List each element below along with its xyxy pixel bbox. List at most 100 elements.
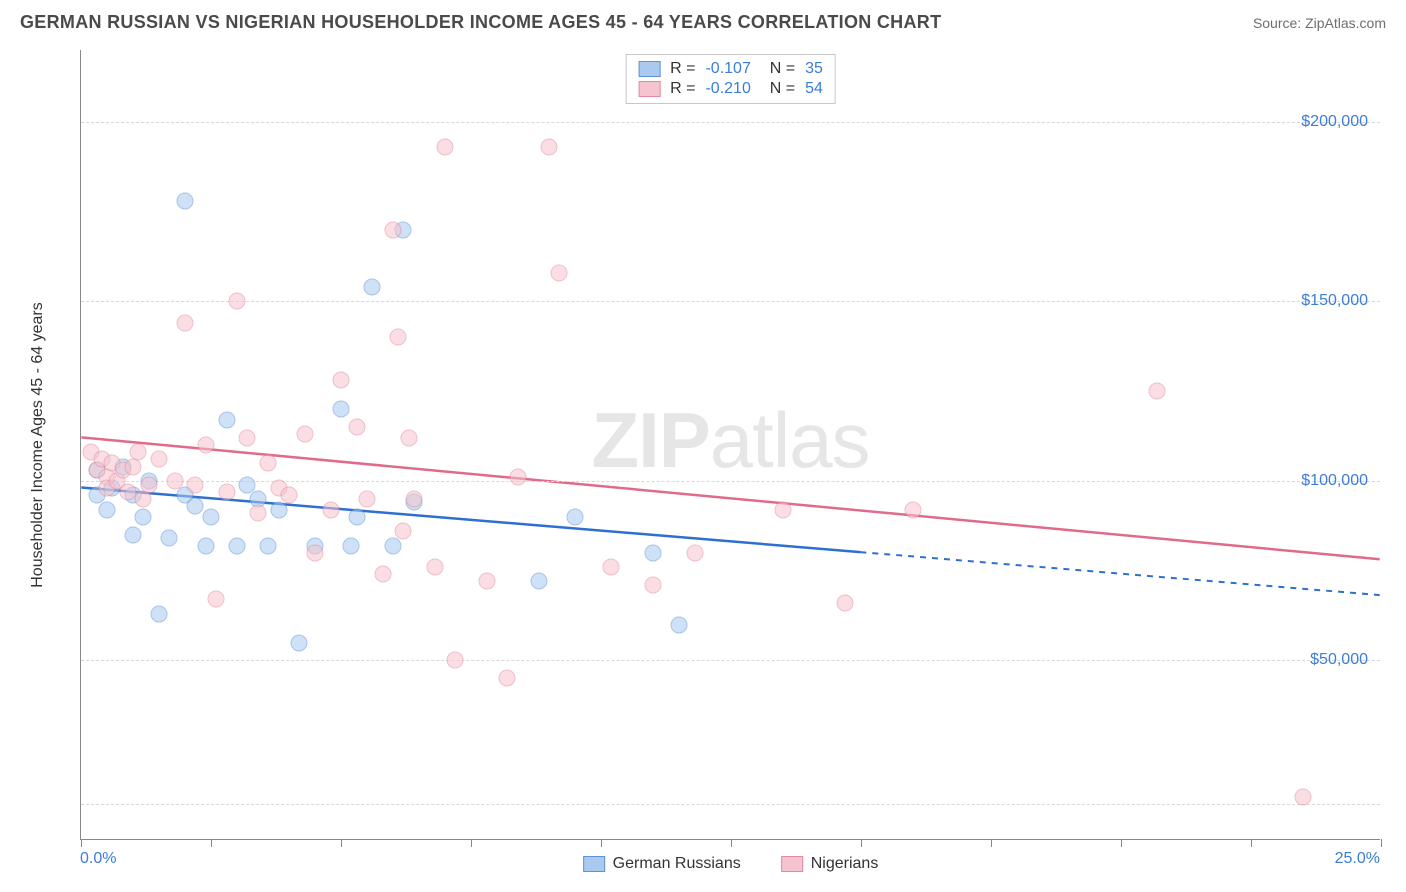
data-point [260, 537, 277, 554]
data-point [400, 429, 417, 446]
x-tick [731, 839, 732, 847]
data-point [239, 429, 256, 446]
chart-header: GERMAN RUSSIAN VS NIGERIAN HOUSEHOLDER I… [0, 0, 1406, 41]
data-point [775, 501, 792, 518]
data-point [151, 451, 168, 468]
x-tick [471, 839, 472, 847]
data-point [530, 573, 547, 590]
data-point [364, 279, 381, 296]
x-tick [1121, 839, 1122, 847]
x-tick [211, 839, 212, 847]
data-point [208, 591, 225, 608]
data-point [218, 483, 235, 500]
x-tick [991, 839, 992, 847]
data-point [119, 483, 136, 500]
y-axis-title: Householder Income Ages 45 - 64 years [29, 302, 47, 588]
data-point [203, 508, 220, 525]
data-point [567, 508, 584, 525]
data-point [405, 490, 422, 507]
plot-area: ZIPatlas R = -0.107 N = 35 R = -0.210 N … [80, 50, 1380, 840]
data-point [291, 634, 308, 651]
chart-source: Source: ZipAtlas.com [1253, 15, 1386, 31]
data-point [686, 544, 703, 561]
data-point [187, 498, 204, 515]
data-point [140, 476, 157, 493]
data-point [135, 508, 152, 525]
data-point [249, 505, 266, 522]
data-point [374, 566, 391, 583]
y-tick-label: $100,000 [1301, 472, 1368, 490]
data-point [270, 501, 287, 518]
gridline [81, 301, 1380, 302]
data-point [1295, 788, 1312, 805]
data-point [603, 559, 620, 576]
data-point [229, 293, 246, 310]
data-point [509, 469, 526, 486]
data-point [307, 544, 324, 561]
gridline [81, 122, 1380, 123]
data-point [229, 537, 246, 554]
data-point [645, 577, 662, 594]
x-axis-max-label: 25.0% [1335, 850, 1380, 868]
data-point [151, 605, 168, 622]
data-point [177, 314, 194, 331]
data-point [99, 501, 116, 518]
data-point [837, 595, 854, 612]
data-point [426, 559, 443, 576]
data-point [395, 523, 412, 540]
data-point [166, 472, 183, 489]
chart-title: GERMAN RUSSIAN VS NIGERIAN HOUSEHOLDER I… [20, 12, 941, 33]
data-point [161, 530, 178, 547]
data-point [541, 138, 558, 155]
y-tick-label: $150,000 [1301, 292, 1368, 310]
data-point [218, 411, 235, 428]
data-point [281, 487, 298, 504]
x-tick [1381, 839, 1382, 847]
data-point [177, 192, 194, 209]
gridline [81, 660, 1380, 661]
legend-swatch-nigerians [781, 856, 803, 872]
data-point [385, 221, 402, 238]
data-point [551, 264, 568, 281]
legend-swatch-german-russians [583, 856, 605, 872]
x-tick [81, 839, 82, 847]
data-point [645, 544, 662, 561]
data-point [296, 426, 313, 443]
swatch-german-russians [638, 61, 660, 77]
data-point [197, 437, 214, 454]
x-tick [601, 839, 602, 847]
swatch-nigerians [638, 81, 660, 97]
data-point [187, 476, 204, 493]
data-point [130, 444, 147, 461]
data-point [322, 501, 339, 518]
data-point [343, 537, 360, 554]
data-point [333, 401, 350, 418]
data-point [671, 616, 688, 633]
data-point [437, 138, 454, 155]
trend-lines [81, 50, 1380, 839]
data-point [348, 419, 365, 436]
chart-container: Householder Income Ages 45 - 64 years ZI… [60, 50, 1380, 840]
data-point [260, 454, 277, 471]
x-tick [1251, 839, 1252, 847]
data-point [333, 372, 350, 389]
gridline [81, 804, 1380, 805]
stats-legend: R = -0.107 N = 35 R = -0.210 N = 54 [625, 54, 836, 104]
y-tick-label: $200,000 [1301, 113, 1368, 131]
x-tick [341, 839, 342, 847]
data-point [348, 508, 365, 525]
bottom-legend: German Russians Nigerians [583, 855, 879, 873]
legend-item-german-russians: German Russians [583, 855, 741, 873]
data-point [197, 537, 214, 554]
data-point [385, 537, 402, 554]
data-point [1149, 383, 1166, 400]
legend-item-nigerians: Nigerians [781, 855, 879, 873]
x-axis-min-label: 0.0% [80, 850, 116, 868]
data-point [359, 490, 376, 507]
y-tick-label: $50,000 [1310, 651, 1368, 669]
x-tick [861, 839, 862, 847]
data-point [125, 526, 142, 543]
data-point [905, 501, 922, 518]
stats-row-german-russians: R = -0.107 N = 35 [638, 59, 823, 79]
data-point [478, 573, 495, 590]
